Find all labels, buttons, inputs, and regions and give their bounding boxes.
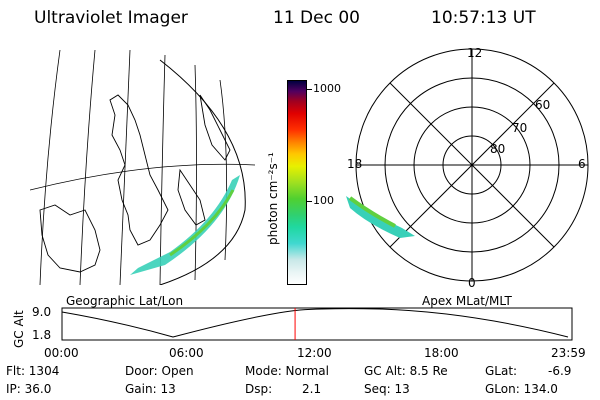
gain-info: Gain: 13	[125, 382, 176, 396]
timeline-x-1200: 12:00	[297, 346, 332, 360]
polar-panel-label: Apex MLat/MLT	[422, 294, 512, 308]
mlt-label-6: 6	[578, 157, 586, 171]
colorbar-tick-100: 100	[313, 194, 334, 207]
altitude-curve	[61, 308, 569, 338]
mlt-line	[389, 82, 555, 248]
aurora-emission	[130, 175, 240, 275]
meridian-line	[219, 79, 228, 261]
mlat-label-80: 80	[490, 142, 506, 156]
aurora-emission	[348, 196, 396, 228]
mlt-label-12: 12	[467, 46, 483, 60]
timeline-x-0000: 00:00	[44, 346, 79, 360]
aurora-emission	[346, 196, 415, 238]
geo-panel-label: Geographic Lat/Lon	[66, 294, 184, 308]
coastline	[39, 204, 101, 273]
dsp-value: 2.1	[302, 382, 322, 396]
aurora-emission	[169, 189, 235, 257]
timeline-axis-label: GC Alt	[12, 310, 26, 348]
parallel-line	[30, 163, 255, 191]
glon-info: GLon: 134.0	[485, 382, 558, 396]
meridian-line	[194, 64, 197, 281]
dsp-label: Dsp:	[245, 382, 273, 396]
door-info: Door: Open	[125, 364, 194, 378]
seq-info: Seq: 13	[364, 382, 410, 396]
timeline-x-2359: 23:59	[551, 346, 586, 360]
geographic-map	[30, 49, 255, 285]
glat-label: GLat:	[485, 364, 518, 378]
ip-info: IP: 36.0	[6, 382, 52, 396]
altitude-timeline	[61, 307, 573, 341]
meridian-line	[119, 49, 131, 285]
date-label: 11 Dec 00	[273, 8, 360, 28]
polar-plot	[346, 48, 589, 282]
app-title: Ultraviolet Imager	[34, 8, 188, 28]
colorbar-tick-1000: 1000	[313, 82, 341, 95]
mode-info: Mode: Normal	[245, 364, 329, 378]
coastline	[109, 94, 169, 246]
timeline-x-0600: 06:00	[169, 346, 204, 360]
timeline-y-bottom: 1.8	[32, 328, 52, 342]
meridian-line	[39, 49, 61, 285]
coastline	[177, 168, 206, 226]
flt-info: Flt: 1304	[6, 364, 60, 378]
timeline-frame	[61, 307, 573, 341]
mlt-label-0: 0	[468, 276, 476, 290]
mlt-label-18: 18	[347, 157, 363, 171]
colorbar	[287, 80, 307, 285]
coastline	[199, 94, 231, 161]
glat-value: -6.9	[548, 364, 572, 378]
time-label: 10:57:13 UT	[431, 8, 536, 28]
timeline-x-1800: 18:00	[424, 346, 459, 360]
mlat-label-70: 70	[512, 121, 528, 135]
gc-alt-info: GC Alt: 8.5 Re	[364, 364, 448, 378]
mlat-label-60: 60	[535, 98, 551, 112]
colorbar-unit-label: photon cm⁻²s⁻¹	[266, 152, 280, 245]
meridian-line	[159, 54, 166, 285]
meridian-line	[79, 49, 96, 285]
timeline-y-top: 9.0	[32, 305, 52, 319]
